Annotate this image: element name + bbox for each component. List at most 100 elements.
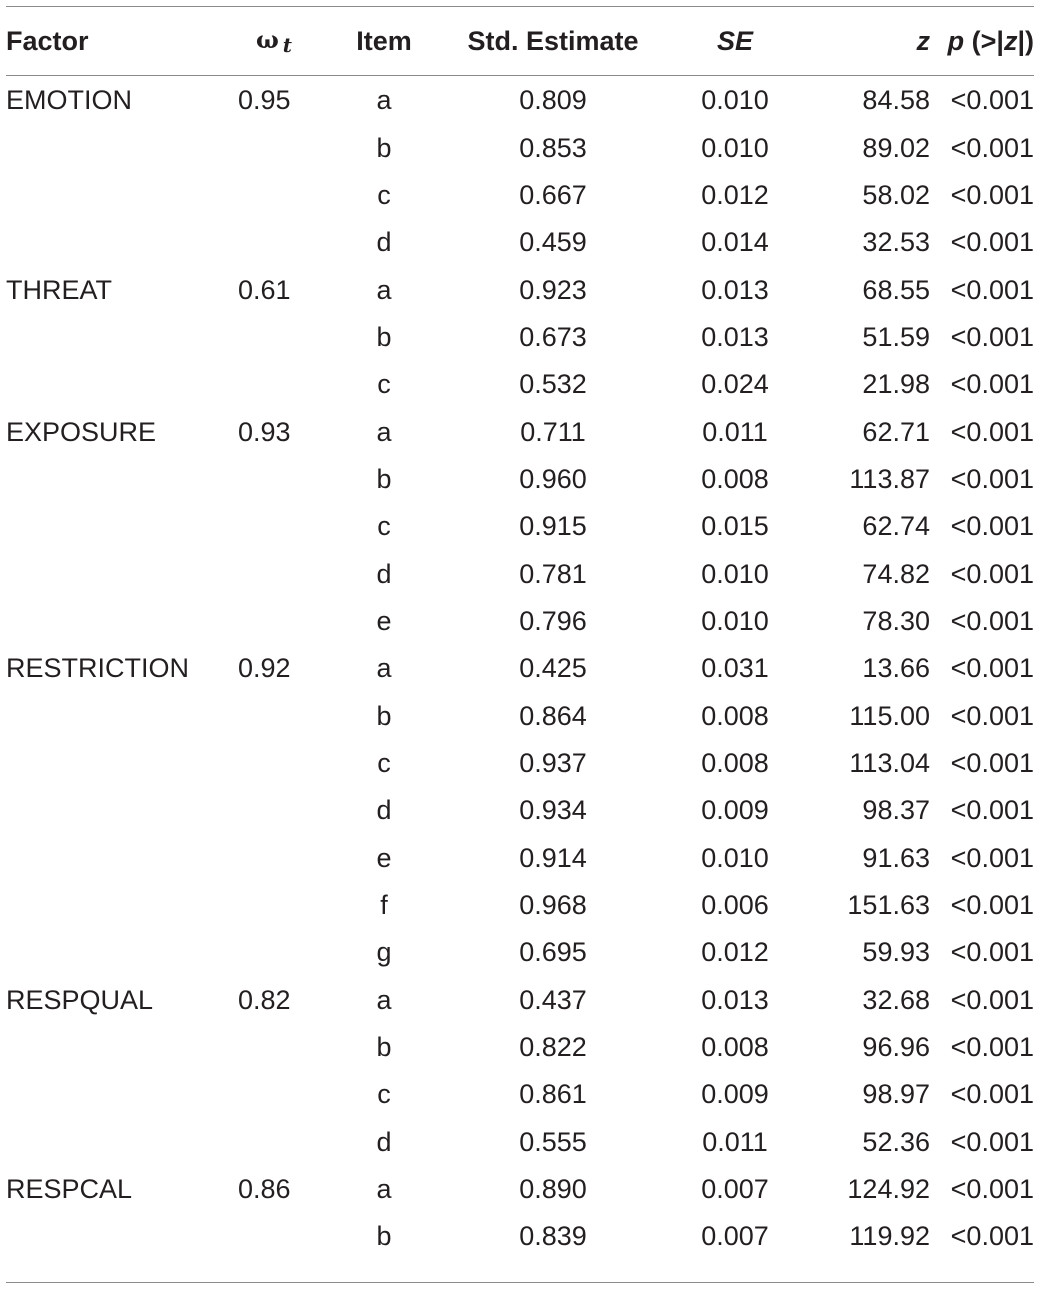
se-cell: 0.012 <box>701 937 769 968</box>
item-cell: c <box>377 1079 391 1110</box>
z-cell: 115.00 <box>849 700 930 731</box>
factor-cell <box>6 1071 234 1118</box>
table-body: EMOTION 0.95 a 0.809 0.010 84.58 <0.001 b 0.853 0… <box>6 75 1034 1261</box>
item-cell: e <box>376 605 392 636</box>
item-cell: b <box>376 321 392 352</box>
header-factor: Factor <box>6 25 89 56</box>
se-cell: 0.006 <box>701 890 769 921</box>
estimate-cell: 0.914 <box>519 842 587 873</box>
z-cell: 58.02 <box>862 179 930 210</box>
table-row: THREAT 0.61 a 0.923 0.013 68.55 <0.001 <box>6 266 1034 313</box>
factor-cell <box>6 692 234 739</box>
factor-cell: EMOTION <box>6 85 132 116</box>
z-cell: 98.97 <box>862 1079 930 1110</box>
estimate-cell: 0.459 <box>519 227 587 258</box>
p-value-cell: <0.001 <box>950 700 1034 731</box>
factor-cell <box>6 929 234 976</box>
se-cell: 0.009 <box>701 1079 769 1110</box>
omega-cell <box>234 314 314 361</box>
factor-cell <box>6 314 234 361</box>
header-p-text: (>| <box>964 25 1004 56</box>
factor-cell <box>6 835 234 882</box>
p-value-cell: <0.001 <box>950 1174 1034 1205</box>
estimate-cell: 0.960 <box>519 463 587 494</box>
item-cell: c <box>377 511 391 542</box>
header-p: p (>|z|) <box>930 7 1034 75</box>
estimate-cell: 0.890 <box>519 1174 587 1205</box>
item-cell: a <box>376 274 392 305</box>
table-row: RESPCAL 0.86 a 0.890 0.007 124.92 <0.001 <box>6 1166 1034 1213</box>
factor-cell <box>6 740 234 787</box>
omega-cell <box>234 929 314 976</box>
table-row: RESPQUAL 0.82 a 0.437 0.013 32.68 <0.001 <box>6 977 1034 1024</box>
omega-cell <box>234 882 314 929</box>
factor-cell: RESTRICTION <box>6 653 190 684</box>
estimate-cell: 0.853 <box>519 132 587 163</box>
factor-cell <box>6 882 234 929</box>
omega-cell <box>234 219 314 266</box>
p-value-cell: <0.001 <box>950 511 1034 542</box>
omega-cell <box>234 172 314 219</box>
se-cell: 0.008 <box>701 747 769 778</box>
item-cell: b <box>376 700 392 731</box>
factor-cell <box>6 503 234 550</box>
p-value-cell: <0.001 <box>950 890 1034 921</box>
factor-cell: EXPOSURE <box>6 416 157 447</box>
factor-cell <box>6 1024 234 1071</box>
se-cell: 0.010 <box>701 842 769 873</box>
omega-cell <box>234 1119 314 1166</box>
p-value-cell: <0.001 <box>950 558 1034 589</box>
se-cell: 0.009 <box>701 795 769 826</box>
estimate-cell: 0.425 <box>519 653 587 684</box>
item-cell: b <box>376 1221 392 1252</box>
p-value-cell: <0.001 <box>950 369 1034 400</box>
p-value-cell: <0.001 <box>950 321 1034 352</box>
estimate-cell: 0.555 <box>519 1126 587 1157</box>
table-row: c 0.532 0.024 21.98 <0.001 <box>6 361 1034 408</box>
z-cell: 113.04 <box>849 747 930 778</box>
table-row: e 0.914 0.010 91.63 <0.001 <box>6 835 1034 882</box>
z-cell: 52.36 <box>862 1126 930 1157</box>
se-cell: 0.007 <box>701 1174 769 1205</box>
z-cell: 96.96 <box>862 1032 930 1063</box>
omega-cell: 0.61 <box>238 274 291 305</box>
z-cell: 89.02 <box>862 132 930 163</box>
table-row: b 0.839 0.007 119.92 <0.001 <box>6 1213 1034 1260</box>
omega-cell <box>234 740 314 787</box>
p-value-cell: <0.001 <box>950 274 1034 305</box>
se-cell: 0.015 <box>701 511 769 542</box>
z-cell: 113.87 <box>849 463 930 494</box>
factor-cell <box>6 456 234 503</box>
factor-cell <box>6 1119 234 1166</box>
omega-cell <box>234 550 314 597</box>
se-cell: 0.014 <box>701 227 769 258</box>
se-cell: 0.010 <box>701 132 769 163</box>
factor-cell <box>6 598 234 645</box>
p-value-cell: <0.001 <box>950 179 1034 210</box>
p-value-cell: <0.001 <box>950 653 1034 684</box>
p-value-cell: <0.001 <box>950 605 1034 636</box>
p-value-cell: <0.001 <box>950 85 1034 116</box>
omega-cell <box>234 1071 314 1118</box>
estimate-cell: 0.695 <box>519 937 587 968</box>
p-value-cell: <0.001 <box>950 747 1034 778</box>
bottom-rule <box>6 1282 1034 1283</box>
omega-cell <box>234 692 314 739</box>
omega-cell: 0.82 <box>238 984 291 1015</box>
omega-cell <box>234 787 314 834</box>
estimate-cell: 0.711 <box>520 416 586 447</box>
z-cell: 32.68 <box>862 984 930 1015</box>
item-cell: c <box>377 179 391 210</box>
se-cell: 0.010 <box>701 85 769 116</box>
p-value-cell: <0.001 <box>950 795 1034 826</box>
z-cell: 124.92 <box>847 1174 930 1205</box>
item-cell: f <box>380 890 388 921</box>
se-cell: 0.007 <box>701 1221 769 1252</box>
factor-cell <box>6 361 234 408</box>
table-row: RESTRICTION 0.92 a 0.425 0.031 13.66 <0.001 <box>6 645 1034 692</box>
item-cell: c <box>377 369 391 400</box>
factor-cell: THREAT <box>6 274 112 305</box>
